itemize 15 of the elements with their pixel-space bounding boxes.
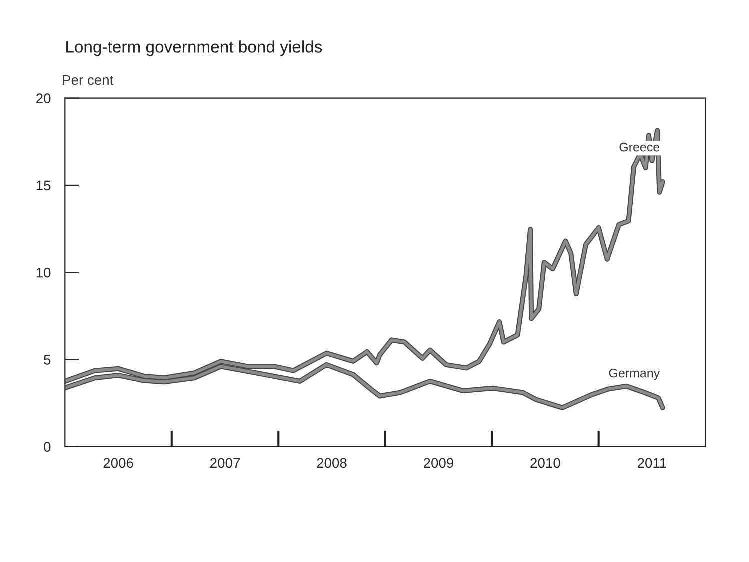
- y-tick-label: 15: [36, 180, 51, 191]
- x-tick-label: 2008: [317, 458, 347, 468]
- x-tick-label: 2010: [530, 458, 560, 468]
- x-tick-label: 2009: [424, 458, 454, 468]
- y-tick-label: 5: [44, 355, 51, 365]
- x-tick-label: 2007: [210, 458, 240, 468]
- x-tick-label: 2006: [104, 458, 134, 468]
- chart-title: Long-term government bond yields: [66, 40, 322, 56]
- series-label: Greece: [620, 142, 660, 152]
- x-tick-label: 2011: [638, 458, 666, 468]
- y-tick-label: 10: [36, 268, 51, 278]
- y-axis-title: Per cent: [63, 75, 114, 86]
- series-label: Germany: [609, 368, 660, 380]
- y-tick-label: 0: [44, 442, 51, 452]
- y-tick-label: 20: [36, 94, 51, 104]
